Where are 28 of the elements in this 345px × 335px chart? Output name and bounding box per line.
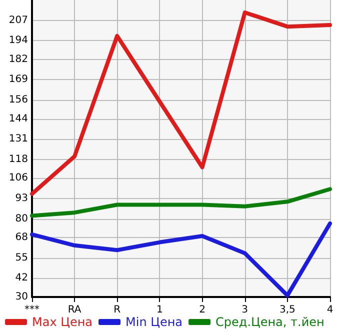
x-tick-label: *** [24, 304, 40, 316]
x-tick-label: 4 [326, 304, 334, 316]
legend-label: Max Цена [32, 315, 93, 329]
line-series [30, 10, 332, 196]
y-tick-label: 93 [15, 193, 28, 204]
x-tick-label: R [114, 304, 121, 316]
y-tick-label: 207 [8, 14, 28, 26]
x-tick-label: 3,5 [279, 304, 296, 316]
y-tick-label: 156 [8, 94, 28, 106]
y-tick-label: 131 [8, 134, 28, 145]
line-series [30, 187, 332, 218]
x-tick-label: 3 [242, 304, 248, 316]
legend-label: Min Цена [126, 315, 183, 329]
y-tick-label: 194 [8, 35, 28, 46]
y-tick-label: 55 [15, 252, 28, 264]
y-tick-label: 42 [15, 272, 28, 284]
y-tick-label: 30 [15, 292, 28, 302]
y-tick-label: 144 [8, 113, 28, 124]
y-tick-label: 182 [8, 54, 28, 65]
x-tick-label: 1 [156, 304, 163, 316]
y-tick-label: 106 [8, 172, 28, 184]
x-tick-label: RA [68, 304, 82, 316]
y-tick-label: 80 [15, 213, 28, 224]
y-tick-label: 169 [8, 74, 28, 86]
x-tick-label: 2 [199, 304, 206, 316]
y-tick-label: 68 [15, 232, 28, 244]
y-tick-label: 118 [8, 154, 28, 165]
legend-label: Сред.Цена, т.йен [216, 315, 324, 329]
